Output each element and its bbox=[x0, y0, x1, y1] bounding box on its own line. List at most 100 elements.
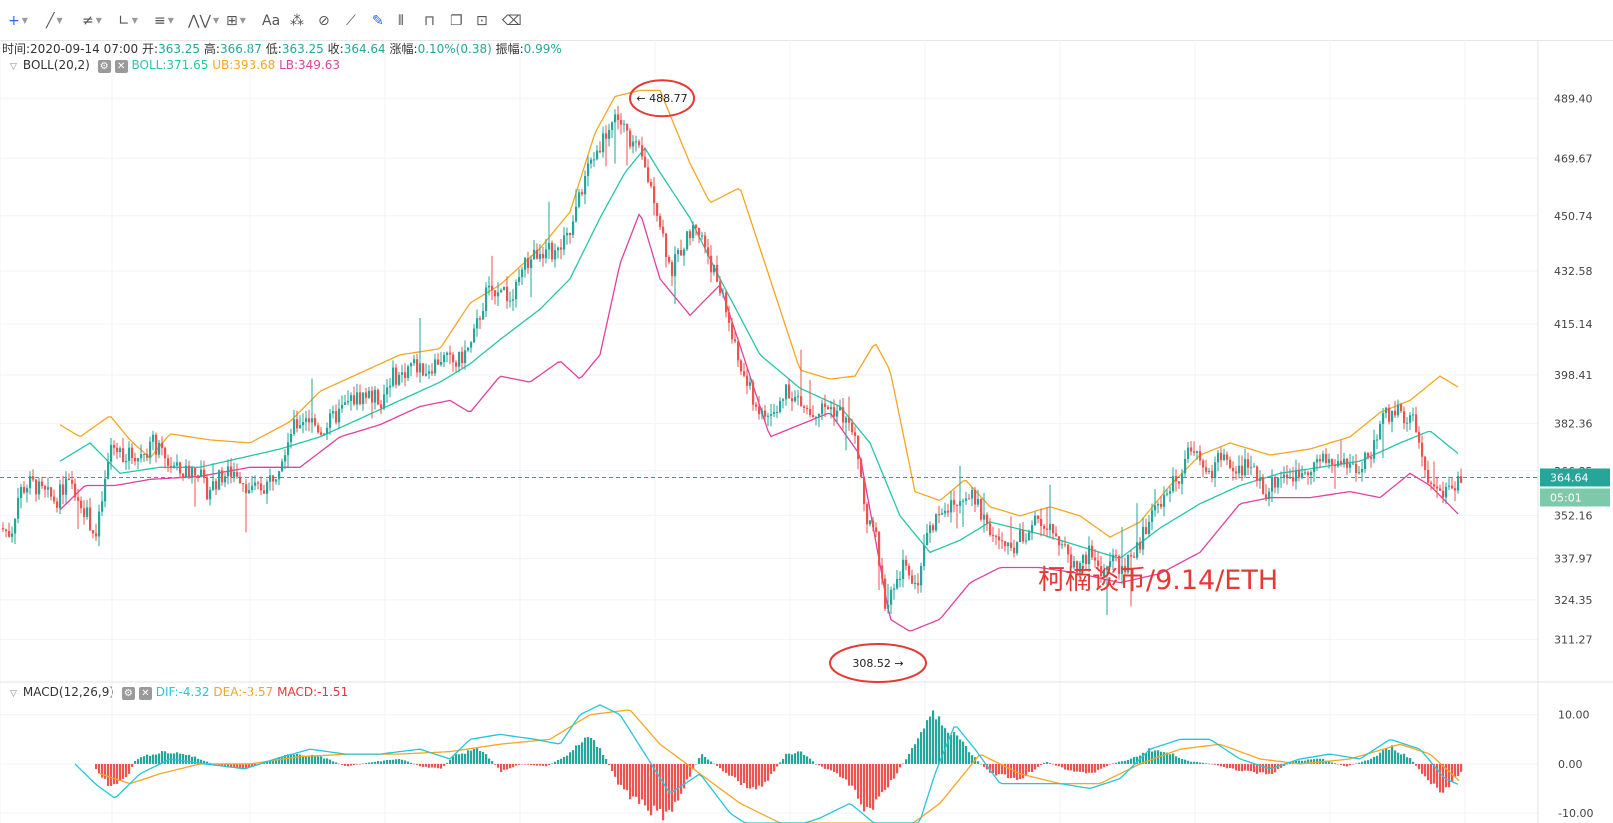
macd-bar bbox=[1418, 763, 1421, 770]
macd-bar bbox=[746, 763, 749, 789]
macd-bar bbox=[1088, 763, 1091, 773]
trendline-tool[interactable]: ╱ ▼ bbox=[46, 13, 63, 29]
candle-body bbox=[314, 418, 317, 426]
pattern-tool[interactable]: ⁂ bbox=[290, 13, 304, 29]
macd-bar bbox=[884, 763, 887, 790]
candle-body bbox=[425, 373, 428, 376]
macd-close-icon[interactable]: ✕ bbox=[138, 687, 152, 700]
macd-bar bbox=[191, 756, 194, 764]
macd-bar bbox=[407, 761, 410, 764]
macd-bar bbox=[1184, 759, 1187, 764]
macd-bar bbox=[800, 751, 803, 764]
pencil-tool[interactable]: ✎ bbox=[372, 13, 384, 29]
macd-bar bbox=[1148, 748, 1151, 764]
angle-tool[interactable]: ∟ ▼ bbox=[118, 13, 138, 29]
macd-bar bbox=[809, 758, 812, 764]
candle-body bbox=[92, 530, 95, 534]
layers-tool[interactable]: ⊡ bbox=[476, 13, 488, 29]
boll-collapse-icon[interactable]: ▽ bbox=[10, 62, 17, 72]
macd-bar bbox=[1091, 763, 1094, 773]
price-axis-tick: 311.27 bbox=[1554, 634, 1593, 647]
lines-tool[interactable]: ≡ ▼ bbox=[154, 13, 174, 29]
candle-body bbox=[446, 352, 449, 355]
high-label: 高: bbox=[203, 42, 220, 56]
macd-settings-icon[interactable]: ⚙ bbox=[121, 687, 135, 700]
macd-bar bbox=[395, 759, 398, 764]
candle-body bbox=[1037, 515, 1040, 519]
copy-tool[interactable]: ❐ bbox=[450, 13, 463, 29]
macd-bar bbox=[587, 737, 590, 764]
macd-bar bbox=[782, 759, 785, 764]
macd-bar bbox=[821, 763, 824, 767]
candle-body bbox=[719, 281, 722, 294]
candle-body bbox=[1412, 414, 1415, 416]
text-tool[interactable]: Aa bbox=[262, 13, 281, 29]
bars-tool[interactable]: ⫴ bbox=[398, 13, 404, 29]
macd-bar bbox=[1082, 763, 1085, 772]
candle-body bbox=[551, 242, 554, 260]
wave-tool[interactable]: ⋀⋁ ▼ bbox=[188, 13, 220, 29]
macd-bar bbox=[878, 763, 881, 797]
macd-bar bbox=[101, 763, 104, 778]
candle-body bbox=[578, 192, 581, 207]
macd-bar bbox=[134, 761, 137, 764]
macd-bar bbox=[296, 753, 299, 764]
trash-tool[interactable]: ⌫ bbox=[502, 13, 522, 29]
candle-body bbox=[326, 427, 329, 434]
macd-bar bbox=[365, 762, 368, 764]
candle-body bbox=[869, 520, 872, 525]
macd-bar bbox=[647, 763, 650, 811]
candle-body bbox=[710, 255, 713, 273]
macd-bar bbox=[866, 763, 869, 808]
macd-bar bbox=[1433, 763, 1436, 784]
macd-bar bbox=[953, 732, 956, 764]
candle-body bbox=[845, 417, 848, 423]
macd-collapse-icon[interactable]: ▽ bbox=[10, 689, 17, 699]
candle-body bbox=[854, 432, 857, 436]
macd-bar bbox=[872, 763, 875, 810]
candle-body bbox=[1067, 544, 1070, 555]
candle-body bbox=[1007, 542, 1010, 547]
candle-body bbox=[548, 242, 551, 250]
boll-settings-icon[interactable]: ⚙ bbox=[97, 60, 111, 73]
macd-bar bbox=[131, 763, 134, 767]
macd-bar bbox=[1343, 763, 1346, 766]
fib-tool[interactable]: ≠ ▼ bbox=[82, 13, 102, 29]
macd-bar bbox=[932, 710, 935, 764]
candle-body bbox=[263, 490, 266, 494]
macd-bar bbox=[182, 754, 185, 764]
macd-bar bbox=[656, 763, 659, 811]
macd-bar bbox=[98, 763, 101, 774]
candle-body bbox=[350, 395, 353, 401]
macd-bar bbox=[386, 759, 389, 764]
lock-tool[interactable]: ⊓ bbox=[424, 13, 435, 29]
candle-body bbox=[995, 535, 998, 537]
macd-bar bbox=[764, 763, 767, 782]
macd-bar bbox=[791, 754, 794, 764]
macd-bar bbox=[770, 763, 773, 774]
boll-close-icon[interactable]: ✕ bbox=[114, 60, 128, 73]
candle-body bbox=[1400, 404, 1403, 412]
candle-body bbox=[455, 362, 458, 367]
candle-body bbox=[680, 249, 683, 256]
macd-bar bbox=[1415, 763, 1418, 766]
crosshair-tool[interactable]: + ▼ bbox=[8, 13, 28, 29]
macd-bar bbox=[155, 754, 158, 764]
macd-bar bbox=[572, 750, 575, 764]
candle-body bbox=[1106, 566, 1109, 571]
candle-body bbox=[320, 432, 323, 435]
macd-bar bbox=[713, 763, 716, 765]
candle-body bbox=[1088, 545, 1091, 565]
macd-bar bbox=[104, 763, 107, 779]
candle-body bbox=[1343, 458, 1346, 465]
candle-body bbox=[1151, 510, 1154, 522]
candle-body bbox=[419, 363, 422, 373]
magnet-tool[interactable]: ⊘ bbox=[318, 13, 330, 29]
macd-bar bbox=[311, 754, 314, 764]
ruler-tool[interactable]: ⟋ bbox=[346, 13, 356, 29]
macd-bar bbox=[1115, 762, 1118, 764]
watermark-text: 柯楠谈币/9.14/ETH bbox=[1038, 565, 1279, 596]
candle-body bbox=[1340, 461, 1343, 465]
measure-tool[interactable]: ⊞ ▼ bbox=[226, 13, 246, 29]
